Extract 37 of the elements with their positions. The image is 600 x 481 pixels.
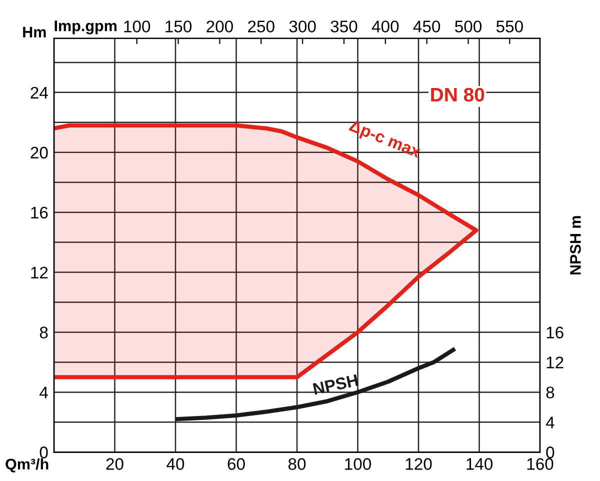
y-tick-label: 12	[31, 266, 48, 278]
x2-tick-label: 400	[372, 20, 399, 32]
annotation: NPSH	[312, 374, 358, 395]
x-tick-label: 160	[527, 458, 554, 470]
y2-tick-label: 8	[546, 386, 554, 398]
y-tick-label: 20	[30, 146, 48, 159]
y2-tick-label: 0	[546, 446, 554, 458]
y2-axis-title: NPSH m	[570, 216, 581, 274]
x2-tick-label: 100	[124, 20, 150, 32]
y-tick-label: 24	[30, 86, 48, 98]
x-tick-label: 100	[345, 458, 372, 470]
x2-tick-label: 550	[496, 20, 523, 32]
x-tick-label: 60	[228, 458, 245, 470]
x-tick-label: 140	[466, 458, 493, 470]
x2-tick-label: 350	[330, 20, 358, 32]
annotation: DN 80	[431, 88, 484, 102]
x-tick-label: 120	[406, 458, 432, 470]
x2-axis-title: Imp.gpm	[54, 20, 116, 34]
y-tick-label: 4	[40, 386, 48, 398]
y-tick-label: 8	[40, 326, 48, 338]
y-axis-title: Hm	[23, 26, 46, 38]
x2-tick-label: 250	[248, 20, 274, 32]
x-tick-label: 40	[166, 458, 184, 470]
x-axis-title: Qm³/h	[6, 458, 48, 472]
x2-tick-label: 500	[455, 20, 482, 32]
annotation: Δp-c max	[347, 119, 422, 162]
y2-tick-label: 12	[546, 356, 564, 368]
y-tick-label: 0	[40, 446, 48, 458]
x-tick-label: 20	[106, 458, 124, 470]
y2-tick-label: 4	[546, 416, 554, 428]
y2-tick-label: 16	[546, 326, 564, 338]
x2-tick-label: 150	[166, 20, 192, 32]
x-tick-label: 80	[288, 458, 306, 470]
x2-tick-label: 450	[413, 20, 440, 32]
x2-tick-label: 300	[289, 20, 316, 32]
y-tick-label: 16	[31, 206, 48, 219]
x2-tick-label: 200	[206, 20, 233, 32]
